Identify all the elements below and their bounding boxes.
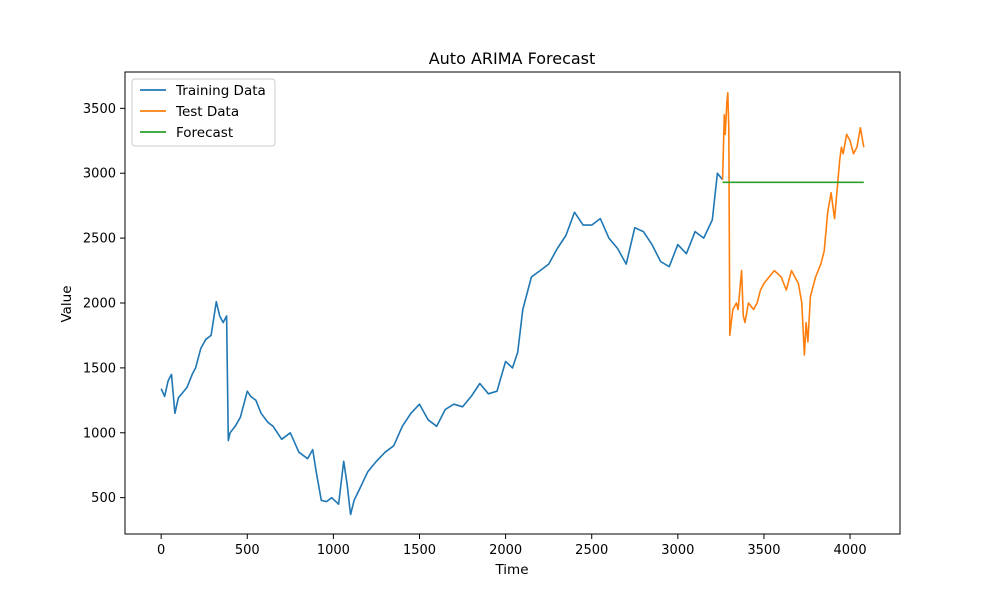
y-tick-label: 1500 (83, 361, 116, 376)
chart-title: Auto ARIMA Forecast (429, 49, 596, 68)
x-tick-label: 1500 (403, 543, 436, 558)
y-tick-label: 500 (91, 491, 116, 506)
x-tick-label: 2500 (575, 543, 608, 558)
x-tick-label: 4000 (834, 543, 867, 558)
y-axis-label: Value (59, 285, 75, 322)
series-line-training-data (160, 172, 724, 516)
x-tick-label: 2000 (489, 543, 522, 558)
x-axis-label: Time (494, 562, 528, 578)
y-axis: 500 1000 1500 2000 2500 3000 3500 (83, 102, 125, 506)
x-tick-label: 0 (157, 543, 165, 558)
series-line-test-data (721, 92, 865, 356)
y-tick-label: 1000 (83, 426, 116, 441)
x-tick-label: 3000 (661, 543, 694, 558)
x-tick-label: 1000 (317, 543, 350, 558)
legend: Training Data Test Data Forecast (131, 78, 276, 147)
legend-entry: Test Data (175, 104, 239, 120)
legend-entry: Forecast (176, 125, 233, 141)
y-tick-label: 2000 (83, 297, 116, 312)
legend-entry: Training Data (175, 83, 266, 99)
x-tick-label: 3500 (747, 543, 780, 558)
y-tick-label: 3000 (83, 167, 116, 182)
x-axis: 0 500 1000 1500 2000 2500 3000 3500 4000 (157, 534, 867, 558)
y-tick-label: 2500 (83, 232, 116, 247)
x-tick-label: 500 (235, 543, 260, 558)
y-tick-label: 3500 (83, 102, 116, 117)
legend-box (131, 78, 276, 147)
